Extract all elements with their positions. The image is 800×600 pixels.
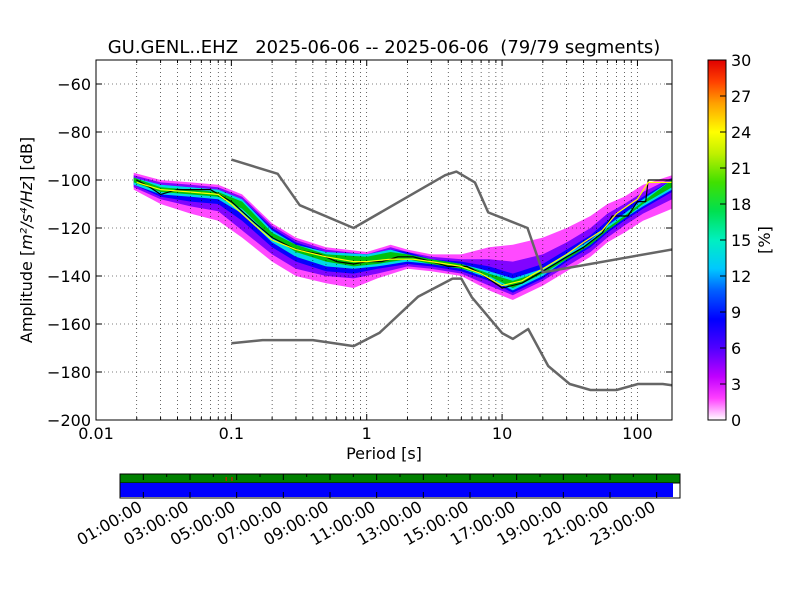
x-tick-label: 10 <box>492 424 512 443</box>
y-tick-label: −120 <box>47 219 91 238</box>
colorbar-tick-label: 21 <box>731 159 751 178</box>
colorbar-tick-label: 30 <box>731 51 751 70</box>
colorbar-tick-label: 15 <box>731 231 751 250</box>
series-line-2 <box>231 277 672 392</box>
psd-lines <box>136 158 672 392</box>
colorbar-tick-label: 24 <box>731 123 751 142</box>
x-tick-label: 100 <box>622 424 653 443</box>
colorbar-tick-label: 18 <box>731 195 751 214</box>
colorbar-tick-label: 27 <box>731 87 751 106</box>
data-availability-timeline: 01:00:0003:00:0005:00:0007:00:0009:00:00… <box>74 473 681 549</box>
colorbar-tick-label: 0 <box>731 411 741 430</box>
x-tick-label: 0.01 <box>78 424 114 443</box>
x-tick-label: 0.1 <box>219 424 244 443</box>
colorbar-tick-label: 9 <box>731 303 741 322</box>
colorbar-tick-label: 12 <box>731 267 751 286</box>
series-line-1 <box>136 181 672 287</box>
chart-title: GU.GENL..EHZ 2025-06-06 -- 2025-06-06 (7… <box>108 37 661 58</box>
y-tick-label: −100 <box>47 171 91 190</box>
grid <box>96 60 672 420</box>
colorbar-tick-label: 6 <box>731 339 741 358</box>
y-axis-label: Amplitude [m²/s⁴/Hz] [dB] <box>17 137 36 343</box>
colorbar: 0 3 6 9 12 15 18 21 24 27 30 [%] <box>707 51 774 430</box>
x-axis: 0.01 0.1 1 10 100 <box>78 60 653 443</box>
y-tick-label: −80 <box>57 123 91 142</box>
y-tick-label: −180 <box>47 363 91 382</box>
density-band-1 <box>133 175 672 296</box>
y-axis: −200 −180 −160 −140 −120 −100 −80 −60 <box>47 75 672 430</box>
y-tick-label: −60 <box>57 75 91 94</box>
y-tick-label: −200 <box>47 411 91 430</box>
colorbar-label: [%] <box>755 226 774 254</box>
x-tick-label: 1 <box>362 424 372 443</box>
plot-frame <box>95 59 673 421</box>
colorbar-tick-label: 3 <box>731 375 741 394</box>
timeline-bottom-bar <box>120 483 673 497</box>
series-line-3 <box>231 158 672 274</box>
density-band-3 <box>133 177 672 291</box>
series-line-0 <box>136 179 672 289</box>
x-axis-label: Period [s] <box>346 444 422 463</box>
y-tick-label: −160 <box>47 315 91 334</box>
y-tick-label: −140 <box>47 267 91 286</box>
